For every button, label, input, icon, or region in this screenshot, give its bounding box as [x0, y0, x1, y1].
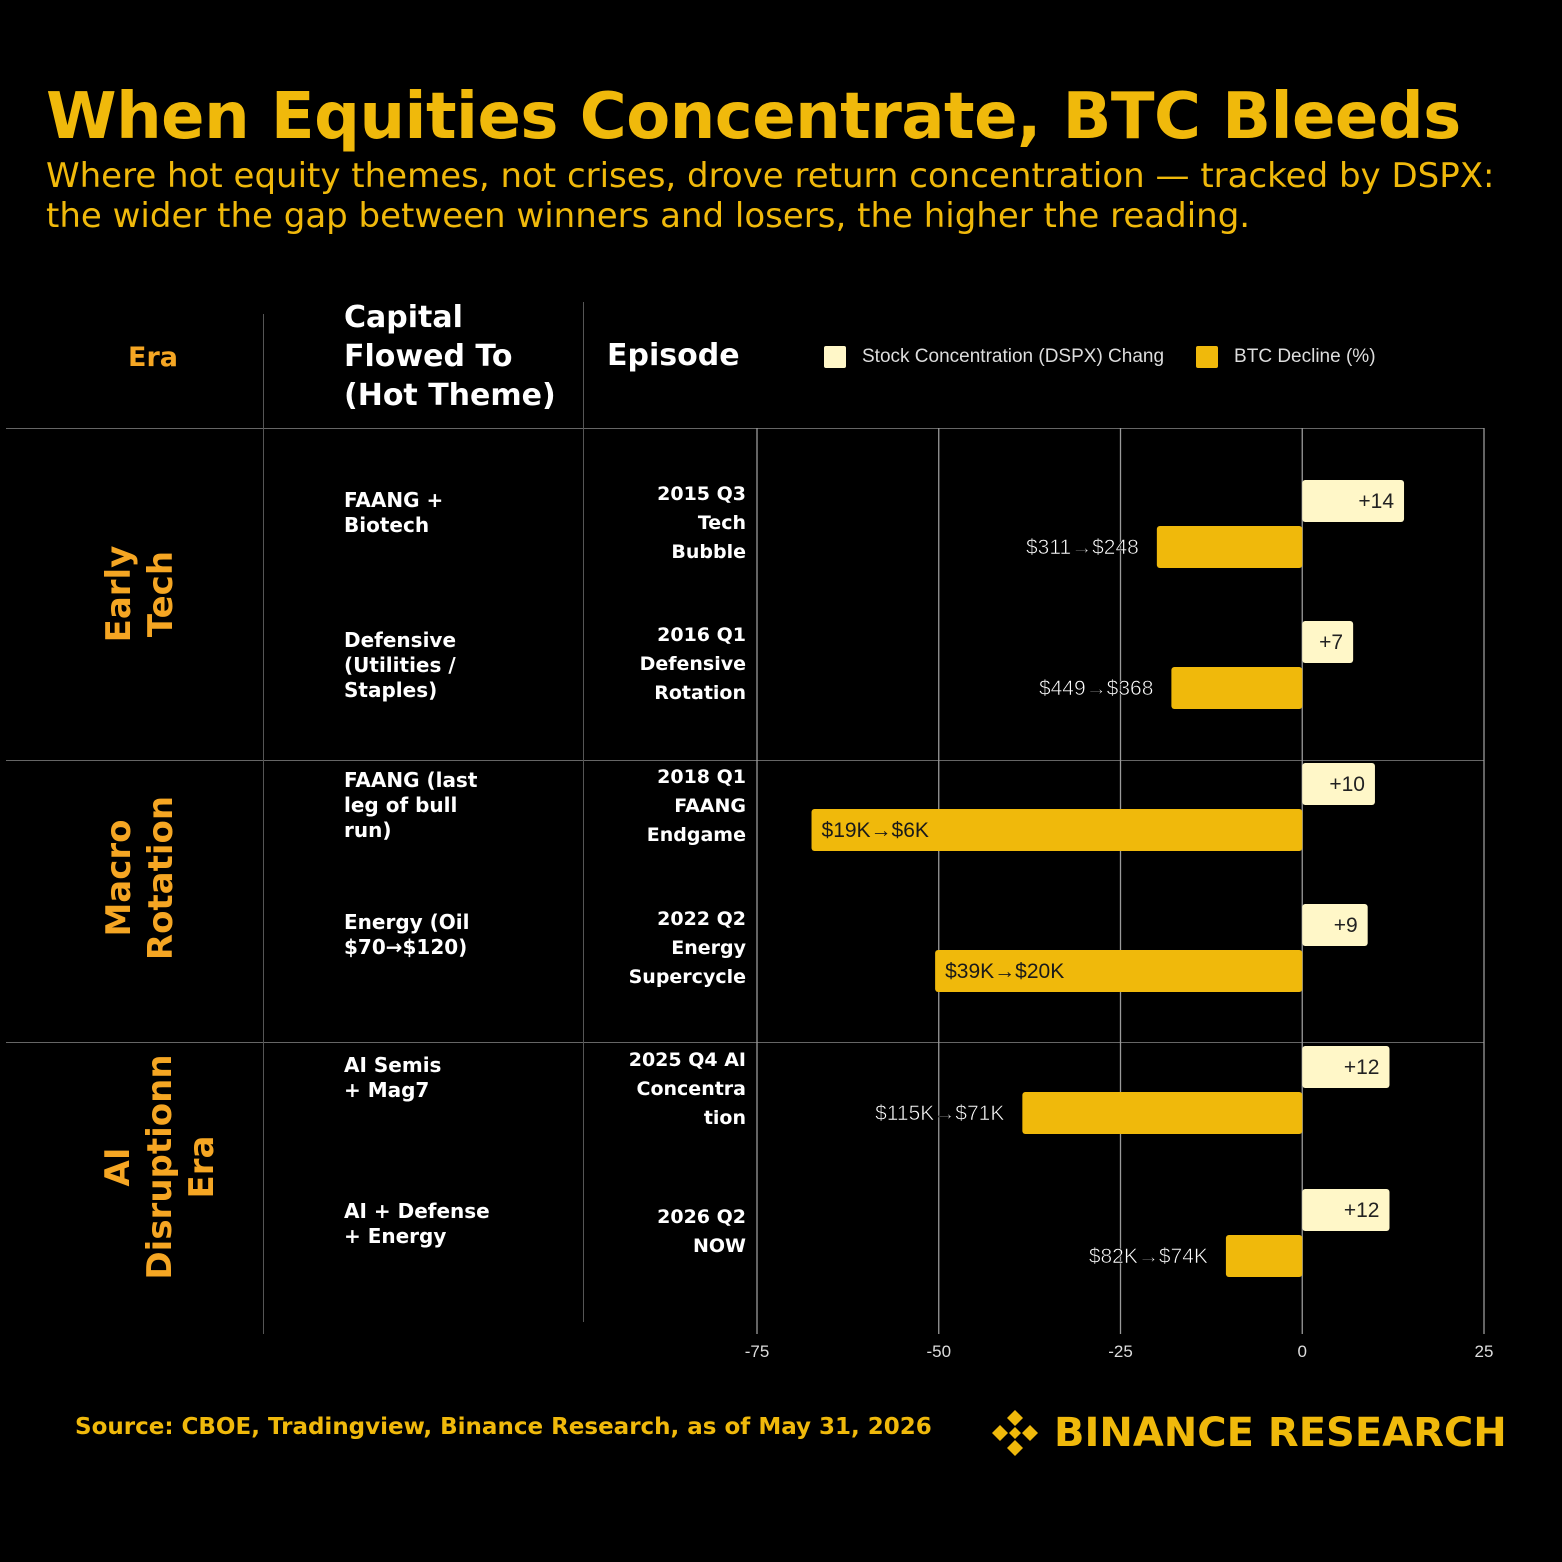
theme-cell: FAANG + Biotech — [344, 488, 444, 537]
dspx-bar — [1302, 1046, 1390, 1088]
btc-value-label: $115K→$71K — [875, 1102, 1004, 1125]
brand-logo: BINANCE RESEARCH — [988, 1406, 1507, 1460]
legend-swatch-dspx — [824, 346, 846, 368]
chart-subtitle: Where hot equity themes, not crises, dro… — [46, 156, 1495, 236]
episode-cell: 2016 Q1 Defensive Rotation — [639, 624, 746, 704]
btc-value-label: $19K→$6K — [822, 819, 929, 842]
legend-label-dspx: Stock Concentration (DSPX) Chang — [862, 346, 1165, 367]
source-note: Source: CBOE, Tradingview, Binance Resea… — [75, 1414, 932, 1440]
btc-bar — [811, 809, 1303, 851]
x-tick-label: 0 — [1298, 1342, 1307, 1361]
dspx-bar — [1302, 1189, 1390, 1231]
btc-bar — [935, 950, 1303, 992]
legend-swatch-btc — [1196, 346, 1219, 368]
btc-bar — [1225, 1235, 1303, 1277]
btc-bar — [1156, 526, 1303, 568]
legend-label-btc: BTC Decline (%) — [1234, 346, 1376, 367]
btc-value-label: $82K→$74K — [1089, 1245, 1208, 1268]
header-theme: Capital Flowed To (Hot Theme) — [344, 300, 556, 413]
table-divider-top — [6, 428, 1484, 429]
header-episode: Episode — [607, 338, 740, 373]
dspx-value-label: +14 — [1358, 490, 1394, 513]
theme-cell: FAANG (last leg of bull run) — [344, 768, 478, 842]
episode-cell: 2026 Q2 NOW — [657, 1206, 746, 1257]
x-tick-label: -25 — [1108, 1342, 1133, 1361]
theme-cell: Energy (Oil $70→$120) — [344, 910, 470, 959]
btc-value-label: $311→$248 — [1026, 536, 1139, 559]
brand-name: BINANCE RESEARCH — [1054, 1410, 1507, 1456]
theme-cell: AI Semis + Mag7 — [344, 1053, 442, 1102]
dspx-value-label: +12 — [1344, 1056, 1380, 1079]
theme-cell: Defensive (Utilities / Staples) — [344, 628, 457, 702]
episode-cell: 2022 Q2 Energy Supercycle — [628, 908, 746, 988]
btc-value-label: $449→$368 — [1039, 677, 1153, 700]
binance-logo-icon — [992, 1410, 1038, 1456]
dspx-bar — [1302, 480, 1405, 522]
theme-cell: AI + Defense + Energy — [344, 1199, 490, 1248]
chart-title: When Equities Concentrate, BTC Bleeds — [46, 80, 1461, 154]
dspx-bar — [1302, 763, 1375, 805]
episode-cell: 2015 Q3 Tech Bubble — [657, 483, 746, 563]
btc-value-label: $39K→$20K — [945, 960, 1064, 983]
header-era: Era — [128, 342, 178, 373]
x-tick-label: -50 — [926, 1342, 951, 1361]
btc-bar — [1171, 667, 1303, 709]
dspx-value-label: +12 — [1344, 1199, 1380, 1222]
legend: Stock Concentration (DSPX) Chang BTC Dec… — [824, 346, 1408, 368]
btc-bar — [1022, 1092, 1303, 1134]
table-divider-era-1 — [6, 760, 1484, 761]
dspx-value-label: +9 — [1334, 914, 1358, 937]
episode-cell: 2025 Q4 AI Concentra tion — [628, 1049, 746, 1129]
column-divider-1 — [263, 314, 264, 1334]
x-tick-label: -75 — [745, 1342, 770, 1361]
dspx-bar — [1302, 621, 1354, 663]
column-divider-2 — [583, 302, 584, 1322]
dspx-value-label: +7 — [1319, 631, 1343, 654]
legend-item-dspx: Stock Concentration (DSPX) Chang — [824, 346, 1164, 368]
x-tick-label: 25 — [1475, 1342, 1494, 1361]
episode-cell: 2018 Q1 FAANG Endgame — [646, 766, 746, 846]
table-divider-era-2 — [6, 1042, 1484, 1043]
dspx-value-label: +10 — [1329, 773, 1365, 796]
dspx-bar — [1302, 904, 1368, 946]
legend-item-btc: BTC Decline (%) — [1196, 346, 1376, 368]
